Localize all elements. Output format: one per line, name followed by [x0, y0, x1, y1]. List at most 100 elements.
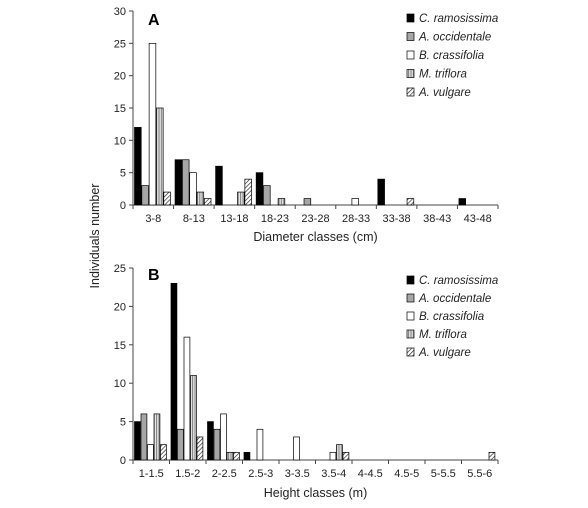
bar	[141, 185, 149, 206]
bar	[226, 451, 234, 461]
bar	[263, 185, 271, 206]
x-tick-label: 28-33	[342, 213, 370, 225]
y-tick-label: 30	[114, 6, 126, 18]
y-tick-label: 15	[114, 340, 126, 352]
bar	[189, 172, 197, 206]
legend-item-label: B. crassifolia	[419, 50, 484, 62]
y-tick-label: 15	[114, 103, 126, 115]
bar	[177, 428, 184, 461]
bar	[174, 159, 183, 206]
bar	[215, 165, 223, 206]
bar	[458, 198, 467, 206]
panel-label: A	[148, 12, 160, 29]
bar	[237, 191, 245, 206]
bar	[336, 444, 343, 461]
y-tick-label: 5	[120, 417, 126, 429]
bar	[244, 178, 252, 206]
x-tick-label: 33-38	[383, 213, 411, 225]
y-tick-label: 10	[114, 378, 126, 390]
bar	[277, 198, 286, 206]
bar	[488, 451, 496, 461]
legend-item-label: A. occidentale	[418, 32, 491, 44]
bar	[256, 428, 264, 461]
bar	[293, 436, 300, 461]
bar	[134, 421, 141, 461]
bar	[156, 107, 164, 206]
legend-swatch	[406, 69, 415, 78]
x-tick-label: 3-8	[145, 213, 161, 225]
x-tick-label: 5-5.5	[431, 468, 456, 480]
y-tick-label: 10	[114, 135, 126, 147]
bar	[196, 191, 205, 206]
legend-swatch	[406, 275, 415, 285]
x-tick-label: 2-2.5	[212, 468, 237, 480]
bar	[303, 198, 312, 206]
legend-item-label: C. ramosissima	[419, 275, 498, 287]
y-tick-label: 5	[120, 168, 126, 180]
x-tick-label: 4-4.5	[358, 468, 383, 480]
y-tick-label: 25	[114, 38, 126, 50]
bar	[342, 451, 350, 461]
legend: C. ramosissima A. occidentale B. crassifol…	[406, 275, 498, 359]
legend-swatch	[406, 347, 415, 357]
bar	[255, 172, 264, 206]
legend-swatch	[406, 50, 415, 60]
bar	[147, 444, 154, 461]
bar	[170, 283, 178, 461]
bar	[233, 451, 240, 461]
x-tick-label: 38-43	[423, 213, 451, 225]
x-tick-label: 13-18	[220, 213, 248, 225]
x-tick-label: 1.5-2	[175, 468, 200, 480]
x-tick-label: 3.5-4	[321, 468, 346, 480]
bar	[203, 198, 212, 206]
bar	[406, 198, 415, 206]
bar	[329, 451, 337, 461]
bar	[220, 413, 227, 461]
x-tick-label: 1-1.5	[139, 468, 164, 480]
shared-y-axis-label: Individuals number	[88, 184, 102, 289]
y-tick-label: 0	[120, 200, 126, 212]
bar	[377, 178, 385, 206]
legend-swatch	[406, 293, 415, 303]
legend-item-label: M. triflora	[419, 69, 467, 81]
chart-panel-A: 0 5 10 15 20 25 30 3-8 8-13 13-18 18-23 23-28 28-33 3…	[114, 6, 499, 244]
legend-item-label: A. vulgare	[418, 347, 471, 359]
bar	[207, 421, 214, 461]
x-tick-label: 8-13	[183, 213, 205, 225]
y-tick-label: 0	[120, 455, 126, 467]
y-tick-label: 25	[114, 263, 126, 275]
legend-item-label: C. ramosissima	[419, 13, 498, 25]
bar	[351, 198, 359, 206]
legend-item-label: A. occidentale	[418, 293, 491, 305]
chart-panel-B: 0 5 10 15 20 25 1-1.5 1.5-2 2-2.5 2.5-3 3-3.5 3.5-4…	[114, 263, 499, 500]
legend-swatch	[406, 32, 415, 41]
legend-swatch	[406, 329, 415, 339]
legend: C. ramosissima A. occidentale B. crassifol…	[406, 13, 498, 99]
bar	[182, 159, 190, 206]
legend-swatch	[406, 87, 415, 97]
bar	[134, 127, 142, 206]
bar	[243, 451, 251, 461]
x-tick-label: 4.5-5	[394, 468, 419, 480]
bar	[196, 436, 204, 461]
legend-item-label: A. vulgare	[418, 87, 471, 99]
legend-item-label: M. triflora	[419, 329, 467, 341]
y-tick-label: 20	[114, 71, 126, 83]
x-tick-label: 43-48	[464, 213, 492, 225]
bar	[190, 375, 197, 461]
bar	[213, 428, 221, 461]
x-tick-label: 2.5-3	[248, 468, 273, 480]
y-tick-label: 20	[114, 301, 126, 313]
chart-panels: 0 5 10 15 20 25 30 3-8 8-13 13-18 18-23 23-28 28-33 3…	[114, 6, 499, 500]
x-axis-label: Diameter classes (cm)	[253, 230, 377, 244]
panel-label: B	[148, 267, 160, 284]
legend-item-label: B. crassifolia	[419, 311, 484, 323]
x-tick-label: 3-3.5	[285, 468, 310, 480]
legend-swatch	[406, 311, 415, 321]
bar	[183, 336, 191, 461]
x-tick-label: 18-23	[261, 213, 289, 225]
bar	[160, 444, 167, 461]
bar	[153, 413, 161, 461]
bar	[148, 42, 157, 206]
